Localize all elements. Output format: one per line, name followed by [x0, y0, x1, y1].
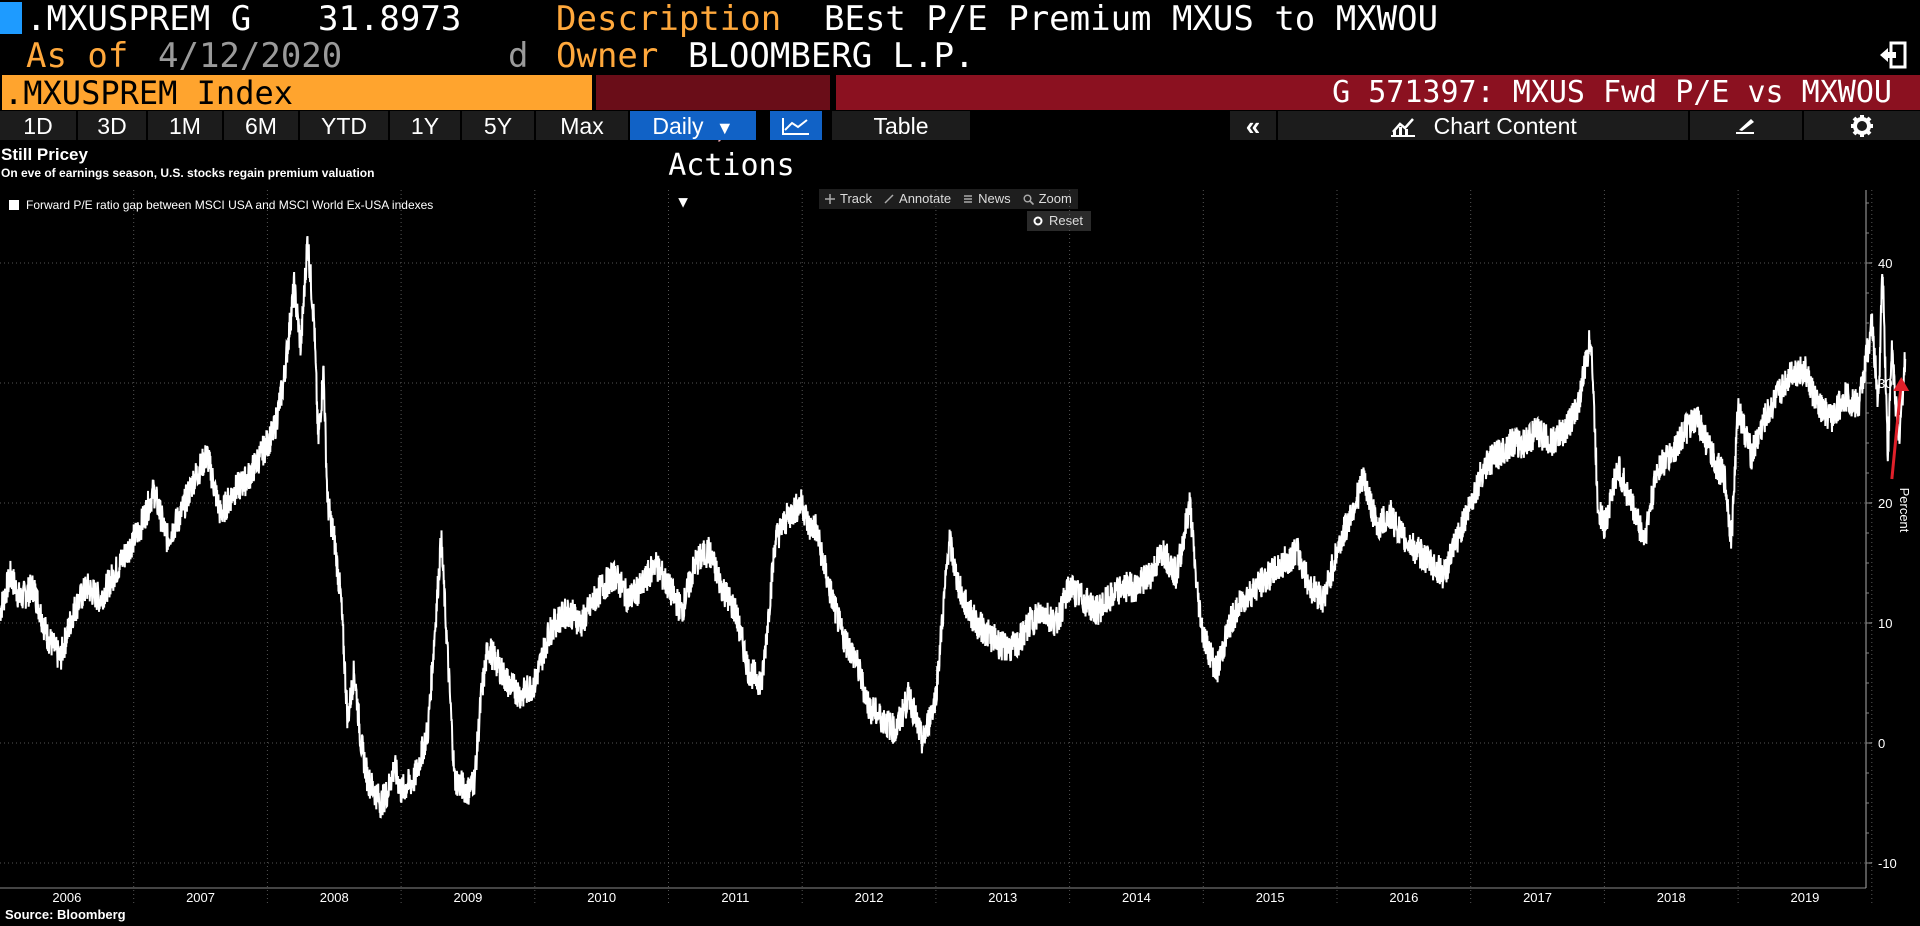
y-tick-label: 10 — [1878, 616, 1892, 631]
exit-icon[interactable] — [1878, 40, 1908, 70]
table-button[interactable]: Table — [832, 111, 972, 140]
x-tick-label: 2008 — [320, 890, 349, 905]
x-tick-label: 2007 — [186, 890, 215, 905]
legend-entry: Forward P/E ratio gap between MSCI USA a… — [26, 198, 434, 212]
chart-content-label: Chart Content — [1433, 113, 1577, 139]
description-value: BEst P/E Premium MXUS to MXWOU — [824, 0, 1439, 39]
legend-swatch — [9, 200, 19, 210]
y-tick-label: 40 — [1878, 256, 1892, 271]
range-button-ytd[interactable]: YTD — [300, 111, 390, 140]
chart-grid — [0, 190, 1873, 905]
line-chart-icon — [782, 118, 809, 135]
asof-row: As of 4/12/2020 d Owner BLOOMBERG L.P. — [0, 38, 1920, 74]
search-icon — [1023, 194, 1034, 205]
chart-content-button[interactable]: Chart Content — [1278, 111, 1690, 140]
range-button-3d[interactable]: 3D — [78, 111, 148, 140]
range-button-5y[interactable]: 5Y — [462, 111, 536, 140]
range-button-6m[interactable]: 6M — [224, 111, 300, 140]
reset-button[interactable]: Reset — [1027, 211, 1091, 231]
description-label: Description — [556, 0, 782, 39]
y-axis-label: Percent — [1897, 488, 1912, 533]
x-tick-label: 2010 — [587, 890, 616, 905]
asof-date[interactable]: 4/12/2020 — [158, 36, 343, 76]
frequency-dropdown[interactable]: Daily ▼ — [630, 111, 758, 140]
chart-subtitle: On eve of earnings season, U.S. stocks r… — [1, 166, 375, 180]
range-button-1d[interactable]: 1D — [0, 111, 78, 140]
collapse-button[interactable]: « — [1230, 111, 1278, 141]
asof-label: As of — [26, 36, 129, 76]
annotate-tool[interactable]: Annotate — [878, 189, 957, 209]
gear-icon — [1851, 115, 1873, 137]
annotation-layer — [1890, 377, 1910, 480]
x-tick-label: 2009 — [453, 890, 482, 905]
actions-label: Actions — [668, 148, 795, 183]
series-line — [0, 236, 1907, 819]
x-tick-label: 2006 — [52, 890, 81, 905]
chart-tools: Track Annotate News Zoom — [819, 189, 1078, 209]
annotation-arrow-head — [1893, 377, 1910, 391]
x-tick-label: 2018 — [1657, 890, 1686, 905]
asof-suffix: d — [508, 36, 529, 76]
price-value: 31.8973 — [318, 0, 462, 39]
line-chart-button[interactable] — [770, 111, 824, 140]
settings-button[interactable] — [1804, 111, 1920, 140]
x-tick-label: 2019 — [1790, 890, 1819, 905]
toolbar: 1D 3D 1M 6M YTD 1Y 5Y Max Daily ▼ Table … — [0, 111, 1920, 141]
owner-label: Owner — [556, 36, 659, 76]
track-tool[interactable]: Track — [819, 189, 878, 209]
reset-label: Reset — [1049, 213, 1083, 228]
owner-value: BLOOMBERG L.P. — [688, 36, 975, 76]
range-button-1m[interactable]: 1M — [148, 111, 224, 140]
edit-pencil-icon — [1736, 119, 1754, 134]
chevron-down-icon: ▼ — [678, 192, 688, 211]
frequency-label: Daily — [652, 113, 704, 139]
source-note: Source: Bloomberg — [5, 907, 126, 922]
news-icon — [964, 195, 973, 203]
news-label: News — [978, 191, 1011, 206]
x-tick-label: 2011 — [721, 890, 749, 905]
edit-button[interactable] — [1690, 111, 1804, 140]
news-tool[interactable]: News — [957, 189, 1017, 209]
y-tick-label: -10 — [1878, 856, 1897, 871]
x-tick-label: 2012 — [855, 890, 884, 905]
ticker-label: .MXUSPREM G — [26, 0, 252, 39]
annotation-arrow-shaft — [1890, 382, 1903, 480]
y-tick-label: 0 — [1878, 736, 1885, 751]
security-header: .MXUSPREM G 31.8973 Description BEst P/E… — [0, 0, 1920, 38]
range-button-max[interactable]: Max — [536, 111, 630, 140]
title-bar: .MXUSPREM Index 96) Actions ▼ G 571397: … — [0, 75, 1920, 211]
y-tick-label: 20 — [1878, 496, 1892, 511]
chart-content-icon — [1391, 118, 1416, 137]
chart-legend[interactable]: Forward P/E ratio gap between MSCI USA a… — [9, 198, 433, 212]
chart-title: Still Pricey — [1, 145, 88, 164]
x-tick-label: 2016 — [1389, 890, 1418, 905]
security-field[interactable]: .MXUSPREM Index — [2, 75, 592, 111]
x-tick-label: 2013 — [988, 890, 1017, 905]
zoom-label: Zoom — [1038, 191, 1072, 206]
annotate-icon — [884, 194, 894, 204]
track-label: Track — [840, 191, 873, 206]
x-tick-label: 2015 — [1256, 890, 1285, 905]
crosshair-icon — [825, 194, 835, 204]
zoom-tool[interactable]: Zoom — [1017, 189, 1078, 209]
chevron-down-icon: ▼ — [715, 118, 734, 138]
reset-icon — [1033, 216, 1043, 226]
status-square — [0, 2, 22, 34]
x-tick-label: 2017 — [1523, 890, 1552, 905]
x-tick-label: 2014 — [1122, 890, 1151, 905]
double-chevron-left-icon: « — [1245, 111, 1261, 141]
range-button-1y[interactable]: 1Y — [390, 111, 462, 140]
annotate-label: Annotate — [899, 191, 952, 206]
x-axis: 2006 2007 2008 2009 2010 2011 2012 2013 2014 2015… — [0, 887, 1866, 905]
chart-id-title: G 571397: MXUS Fwd P/E vs MXWOU — [836, 75, 1920, 110]
